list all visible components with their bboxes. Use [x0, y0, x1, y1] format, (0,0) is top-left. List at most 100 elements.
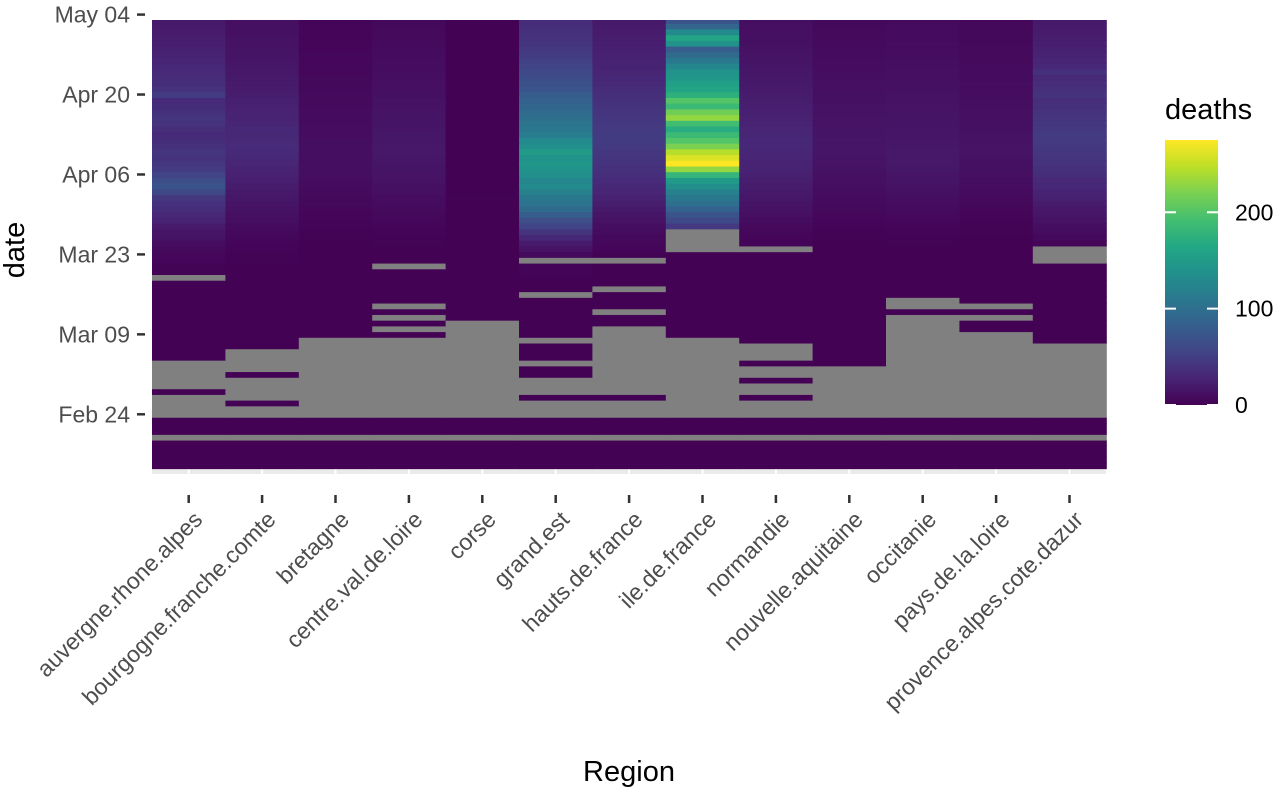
heatmap-cell — [152, 114, 226, 121]
heatmap-cell — [665, 57, 740, 64]
heatmap-cell — [812, 28, 887, 36]
heatmap-cell — [445, 291, 520, 298]
heatmap-cell — [959, 382, 1034, 390]
heatmap-cell — [152, 337, 226, 344]
heatmap-cell — [519, 331, 593, 338]
heatmap-cell — [298, 171, 373, 178]
heatmap-cell — [812, 103, 887, 110]
heatmap-cell — [886, 223, 960, 230]
heatmap-cell — [886, 160, 960, 167]
heatmap-cell — [445, 251, 520, 258]
heatmap-cell — [225, 371, 300, 378]
heatmap-cell — [592, 331, 667, 338]
heatmap-cell — [812, 160, 887, 167]
heatmap-cell — [445, 205, 520, 213]
heatmap-cell — [519, 74, 593, 81]
heatmap-cell — [886, 143, 960, 150]
heatmap-cell — [519, 422, 593, 430]
heatmap-cell — [592, 91, 667, 98]
heatmap-cell — [1032, 97, 1107, 104]
heatmap-cell — [298, 291, 373, 298]
heatmap-cell — [152, 23, 226, 30]
heatmap-cell — [372, 371, 447, 378]
heatmap-cell — [298, 51, 373, 59]
heatmap-cell — [519, 63, 593, 70]
heatmap-cell — [959, 131, 1034, 138]
heatmap-cell — [739, 63, 814, 70]
heatmap-cell — [225, 428, 300, 435]
heatmap-cell — [445, 148, 520, 156]
heatmap-cell — [519, 217, 593, 224]
heatmap-cell — [1032, 280, 1107, 287]
heatmap-cell — [592, 148, 667, 156]
heatmap-cell — [298, 308, 373, 315]
heatmap-cell — [519, 91, 593, 98]
heatmap-cell — [1032, 240, 1107, 247]
heatmap-cell — [372, 68, 447, 76]
heatmap-cell — [592, 68, 667, 76]
heatmap-cell — [372, 160, 447, 167]
heatmap-cell — [886, 251, 960, 258]
heatmap-cell — [959, 68, 1034, 76]
heatmap-cell — [445, 439, 520, 447]
heatmap-cell — [298, 234, 373, 241]
heatmap-cell — [152, 51, 226, 59]
heatmap-cell — [812, 422, 887, 430]
heatmap-cell — [225, 154, 300, 161]
heatmap-cell — [1032, 337, 1107, 344]
heatmap-cell — [592, 451, 667, 458]
heatmap-cell — [812, 23, 887, 30]
heatmap-cell — [372, 360, 447, 367]
heatmap-cell — [298, 137, 373, 144]
heatmap-cell — [225, 291, 300, 298]
heatmap-cell — [1032, 45, 1107, 53]
heatmap-cell — [519, 120, 593, 127]
heatmap-cell — [592, 285, 667, 293]
heatmap-cell — [1032, 160, 1107, 167]
heatmap-cell — [592, 268, 667, 275]
heatmap-cell — [959, 20, 1034, 24]
heatmap-cell — [445, 200, 520, 207]
heatmap-cell — [592, 63, 667, 70]
heatmap-cell — [886, 20, 960, 24]
heatmap-cell — [959, 251, 1034, 258]
heatmap-cell — [519, 302, 593, 310]
heatmap-cell — [592, 257, 667, 264]
heatmap-cell — [372, 257, 447, 264]
heatmap-cell — [592, 28, 667, 36]
heatmap-cell — [886, 422, 960, 430]
heatmap-cell — [886, 400, 960, 407]
heatmap-cell — [445, 445, 520, 453]
heatmap-cell — [739, 354, 814, 361]
heatmap-cell — [372, 297, 447, 304]
heatmap-cell — [739, 348, 814, 355]
heatmap-cell — [886, 268, 960, 275]
heatmap-cell — [445, 422, 520, 430]
heatmap-cell — [298, 85, 373, 93]
heatmap-cell — [445, 257, 520, 264]
heatmap-cell — [812, 108, 887, 116]
heatmap-cell — [225, 28, 300, 36]
heatmap-cell — [519, 280, 593, 287]
heatmap-cell — [1032, 68, 1107, 76]
heatmap-cell — [372, 388, 447, 395]
heatmap-cell — [445, 74, 520, 81]
heatmap-cell — [298, 268, 373, 275]
heatmap-cell — [739, 417, 814, 424]
heatmap-cell — [959, 371, 1034, 378]
heatmap-cell — [445, 137, 520, 144]
heatmap-cell — [372, 200, 447, 207]
heatmap-cell — [445, 302, 520, 310]
heatmap-cell — [886, 411, 960, 418]
heatmap-cell — [225, 74, 300, 81]
heatmap-cell — [1032, 411, 1107, 418]
heatmap-cell — [739, 320, 814, 327]
heatmap-cell — [812, 171, 887, 178]
heatmap-cell — [959, 297, 1034, 304]
heatmap-cell — [152, 68, 226, 76]
heatmap-cell — [665, 314, 740, 321]
heatmap-cell — [959, 422, 1034, 430]
heatmap-cell — [959, 165, 1034, 173]
heatmap-cell — [152, 280, 226, 287]
